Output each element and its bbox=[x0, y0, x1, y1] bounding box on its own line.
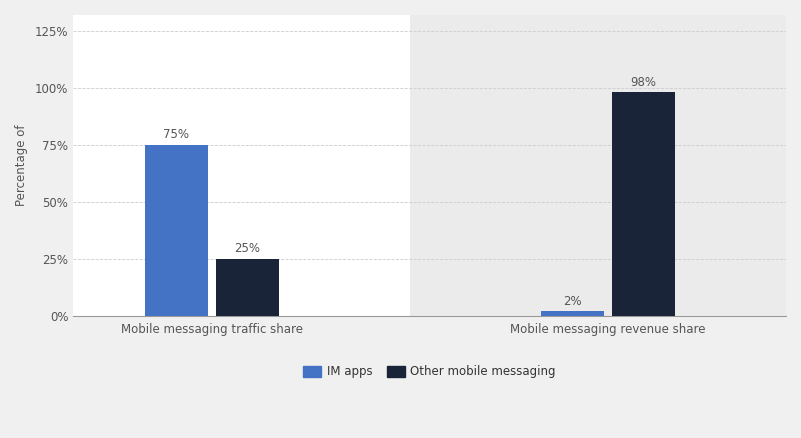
Bar bbox=[215, 259, 280, 316]
Legend: IM apps, Other mobile messaging: IM apps, Other mobile messaging bbox=[299, 361, 561, 383]
Bar bbox=[541, 311, 604, 316]
Bar bbox=[612, 92, 675, 316]
Text: 75%: 75% bbox=[163, 128, 189, 141]
Text: 2%: 2% bbox=[563, 295, 582, 308]
Bar bbox=[410, 15, 786, 316]
Y-axis label: Percentage of: Percentage of bbox=[15, 125, 28, 206]
Text: 98%: 98% bbox=[630, 76, 657, 89]
Bar bbox=[144, 145, 208, 316]
Text: 25%: 25% bbox=[235, 242, 260, 255]
